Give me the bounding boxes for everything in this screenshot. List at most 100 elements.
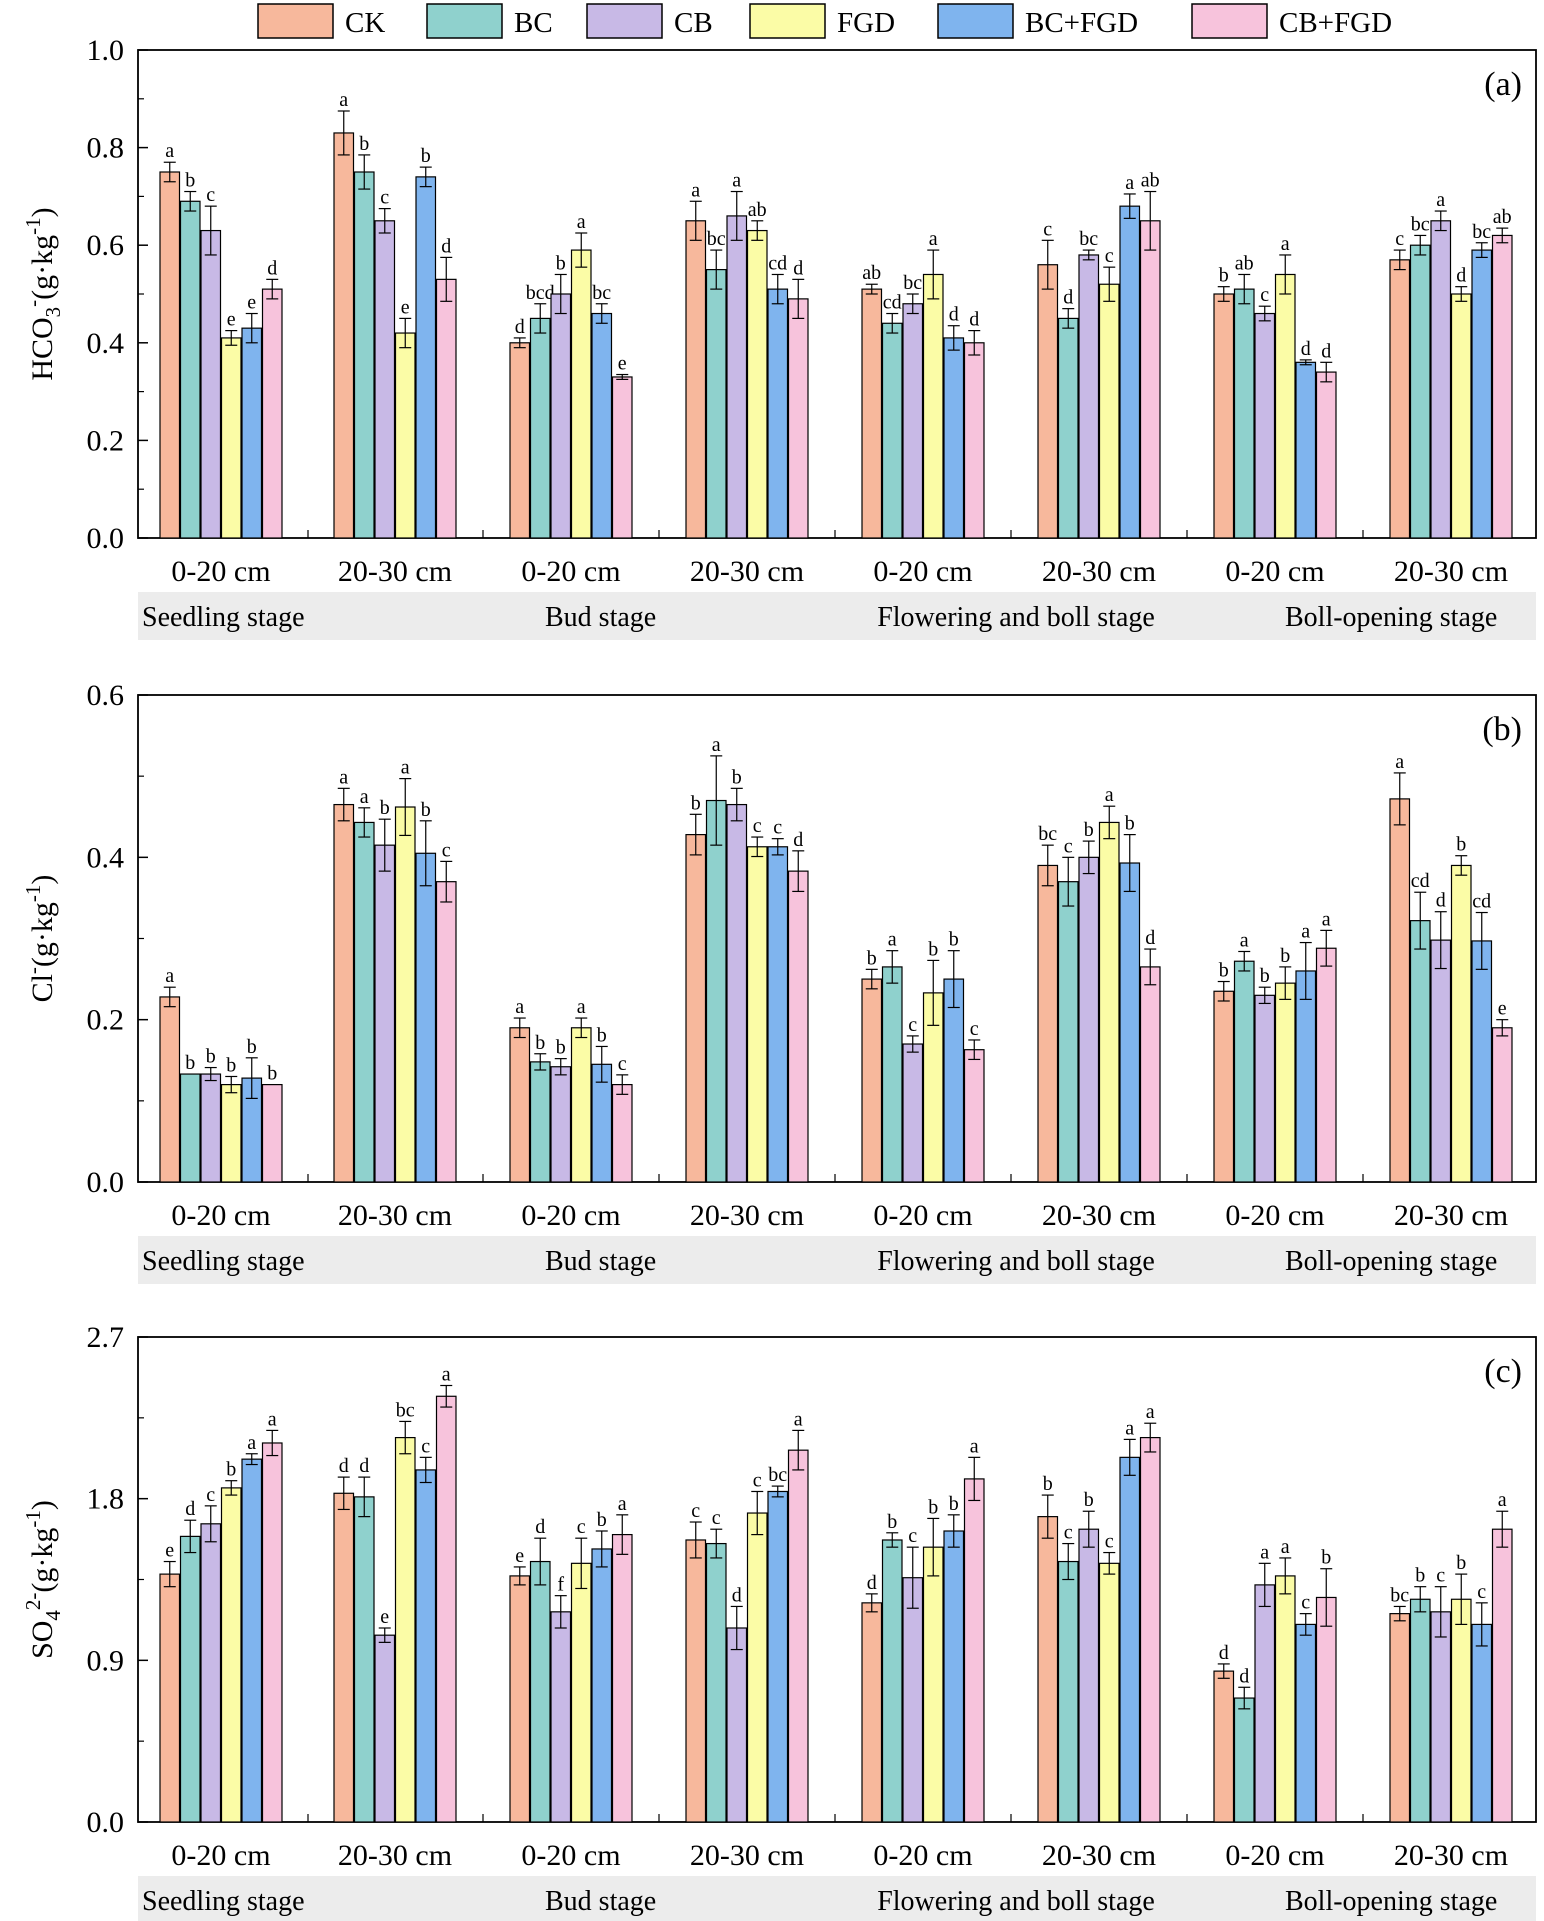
y-label-part: SO <box>26 1621 59 1659</box>
significance-letter: d <box>339 1455 349 1477</box>
x-tick-label: 20-30 cm <box>1394 1839 1508 1872</box>
significance-letter: c <box>691 1500 700 1522</box>
panel-label: (b) <box>1482 711 1522 748</box>
stage-band <box>138 592 1536 640</box>
bar <box>261 1083 283 1183</box>
significance-letter: d <box>535 1516 545 1538</box>
legend-swatch <box>586 3 663 39</box>
significance-letter: bc <box>1390 1584 1409 1606</box>
y-label-part: ) <box>26 207 59 217</box>
significance-letter: ab <box>1141 170 1160 192</box>
x-tick-label: 0-20 cm <box>521 1839 620 1872</box>
bar <box>1233 960 1255 1183</box>
bar <box>1037 264 1059 539</box>
bar <box>787 1449 809 1823</box>
significance-letter: b <box>1084 1489 1094 1511</box>
significance-letter: bc <box>1411 213 1430 235</box>
bar <box>1057 881 1079 1183</box>
significance-letter: c <box>753 815 762 837</box>
significance-letter: a <box>1322 908 1331 930</box>
bar <box>943 1530 965 1823</box>
significance-letter: c <box>908 1014 917 1036</box>
significance-letter: d <box>949 304 959 326</box>
significance-letter: e <box>227 309 236 331</box>
x-tick-label: 0-20 cm <box>1225 1199 1324 1232</box>
bar <box>374 844 396 1183</box>
bar <box>353 821 375 1183</box>
significance-letter: b <box>267 1063 277 1085</box>
bar <box>1057 1560 1079 1823</box>
y-label-sub: 4 <box>41 1610 65 1621</box>
stage-label: Flowering and boll stage <box>877 602 1155 633</box>
y-axis-label: Cl-(g·kg-1) <box>21 875 59 1003</box>
significance-letter: a <box>1260 1541 1269 1563</box>
significance-letter: bc <box>1038 823 1057 845</box>
bar <box>353 171 375 539</box>
bar <box>591 312 613 539</box>
significance-letter: b <box>535 1032 545 1054</box>
bar <box>200 229 222 539</box>
bar <box>220 1487 242 1823</box>
bar <box>705 269 727 539</box>
stage-label: Bud stage <box>545 1886 656 1917</box>
bar <box>1119 862 1141 1183</box>
bar <box>1450 1598 1472 1823</box>
bar <box>1471 940 1493 1183</box>
significance-letter: d <box>1456 265 1466 287</box>
significance-letter: cd <box>768 252 787 274</box>
significance-letter: b <box>206 1046 216 1068</box>
panel-label: (c) <box>1484 1353 1522 1390</box>
bar <box>220 1083 242 1183</box>
bar <box>1389 259 1411 539</box>
bar <box>1078 254 1100 539</box>
bar <box>1315 371 1337 539</box>
stage-band <box>138 1876 1536 1921</box>
significance-letter: c <box>1043 218 1052 240</box>
significance-letter: c <box>970 1018 979 1040</box>
significance-letter: d <box>1239 1665 1249 1687</box>
bar <box>415 852 437 1183</box>
significance-letter: c <box>618 1053 627 1075</box>
y-tick-label: 0.0 <box>87 522 125 555</box>
x-tick-label: 0-20 cm <box>521 555 620 588</box>
stage-band <box>138 1236 1536 1284</box>
significance-letter: b <box>556 252 566 274</box>
significance-letter: d <box>867 1572 877 1594</box>
significance-letter: d <box>793 829 803 851</box>
significance-letter: d <box>1321 340 1331 362</box>
significance-letter: c <box>1260 284 1269 306</box>
y-label-part: Cl <box>26 974 59 1002</box>
bar <box>705 799 727 1183</box>
bar <box>881 1539 903 1823</box>
bar <box>1254 1584 1276 1823</box>
y-tick-label: 0.8 <box>87 132 125 165</box>
stage-label: Seedling stage <box>142 1246 305 1277</box>
significance-letter: d <box>1145 927 1155 949</box>
bar <box>1139 1436 1161 1823</box>
y-tick-label: 0.2 <box>87 1004 125 1037</box>
bar <box>374 1634 396 1823</box>
y-axis-label: SO42-(g·kg-1) <box>21 1500 65 1659</box>
bar <box>943 978 965 1183</box>
significance-letter: bc <box>768 1464 787 1486</box>
significance-letter: a <box>360 786 369 808</box>
significance-letter: d <box>969 309 979 331</box>
bar <box>1119 205 1141 539</box>
y-tick-label: 0.6 <box>87 229 125 262</box>
stage-label: Boll-opening stage <box>1285 602 1497 633</box>
bar <box>394 806 416 1183</box>
significance-letter: a <box>1436 189 1445 211</box>
bar <box>200 1073 222 1183</box>
bar <box>746 229 768 539</box>
significance-letter: b <box>949 1493 959 1515</box>
bar <box>529 1560 551 1823</box>
bar <box>1389 798 1411 1183</box>
bar <box>220 337 242 539</box>
significance-letter: ab <box>1235 252 1254 274</box>
bar <box>1315 1596 1337 1823</box>
bar <box>333 1492 355 1823</box>
significance-letter: c <box>908 1525 917 1547</box>
significance-letter: b <box>1415 1565 1425 1587</box>
bar <box>861 288 883 539</box>
significance-letter: a <box>1240 929 1249 951</box>
